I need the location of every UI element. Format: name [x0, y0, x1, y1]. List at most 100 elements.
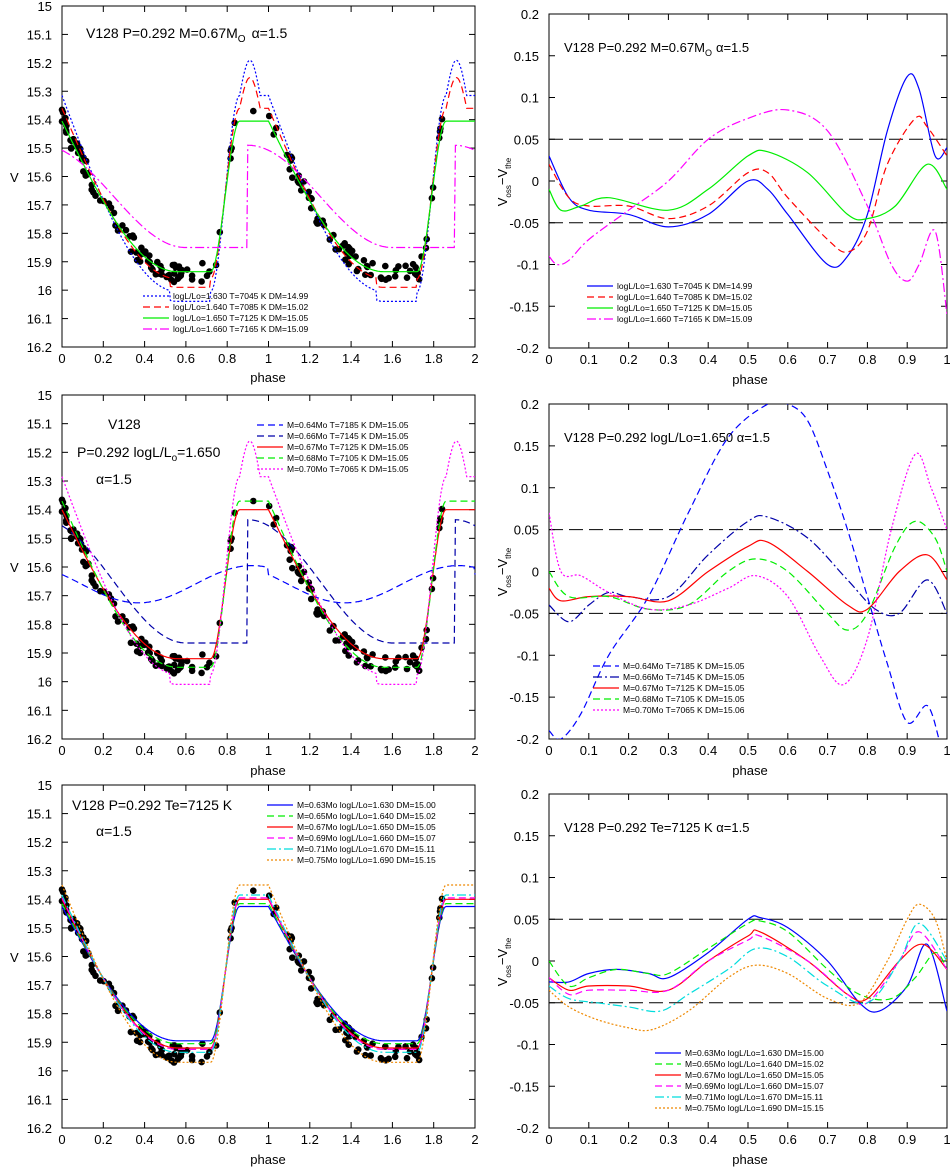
x-tick-label: 0.6 — [779, 352, 797, 367]
y-tick-label: 15.4 — [27, 892, 52, 907]
y-tick-label: -0.15 — [509, 1079, 539, 1094]
x-tick-label: 1.8 — [425, 351, 443, 366]
x-tick-label: 0.6 — [779, 1132, 797, 1147]
observed-point — [326, 627, 334, 634]
x-tick-label: 0.3 — [659, 352, 677, 367]
x-tick-label: 1.2 — [301, 743, 319, 758]
observed-point — [438, 505, 446, 513]
observed-point — [395, 263, 402, 270]
x-tick-label: 1 — [265, 351, 272, 366]
observed-point — [342, 647, 349, 655]
observed-point — [250, 107, 257, 115]
observed-point — [385, 666, 393, 673]
legend-label: M=0.63Mo logL/Lo=1.630 DM=15.00 — [685, 1048, 824, 1058]
residual-curve — [549, 931, 947, 1006]
panel-p3-right: 0.2 0.15 0.1 0.05 0 -0.05 -0.1 -0.15 -0.2 0 0.1 0.2… — [495, 787, 951, 1167]
observed-point — [314, 1000, 321, 1008]
observed-point — [326, 1016, 334, 1024]
plot-marks: 0.2 0.15 0.1 0.05 0 -0.05 -0.1 -0.15 -0.2 0 0.1 0.2… — [509, 7, 950, 367]
observed-point — [391, 273, 399, 280]
observed-point — [142, 639, 149, 646]
x-axis-label: phase — [250, 370, 285, 385]
observed-point — [250, 497, 257, 505]
observed-point — [297, 967, 305, 974]
observed-point — [367, 271, 375, 279]
observed-point — [88, 966, 95, 974]
observed-point — [149, 1046, 156, 1054]
legend-label: M=0.71Mo logL/Lo=1.670 DM=15.11 — [685, 1092, 823, 1102]
legend-label: M=0.67Mo logL/Lo=1.650 DM=15.05 — [685, 1070, 824, 1080]
observed-point — [88, 572, 96, 579]
legend: M=0.63Mo logL/Lo=1.630 DM=15.00M=0.65Mo … — [267, 800, 436, 865]
observed-point — [360, 257, 368, 264]
x-tick-label: 0.5 — [739, 1132, 757, 1147]
x-tick-label: 0.5 — [739, 743, 757, 758]
panel-title-line1: V128 — [108, 416, 141, 432]
model-curve — [61, 903, 475, 1045]
observed-point — [203, 663, 211, 671]
y-tick-label: 15.1 — [27, 807, 52, 822]
observed-point — [92, 192, 99, 199]
legend-label: M=0.69Mo logL/Lo=1.660 DM=15.07 — [297, 833, 436, 843]
x-tick-label: 0.9 — [898, 743, 916, 758]
observed-point — [342, 1036, 349, 1044]
observed-point — [110, 209, 118, 217]
observed-point — [199, 651, 206, 658]
observed-point — [198, 1058, 205, 1066]
x-tick-label: 0.6 — [177, 743, 195, 758]
y-tick-label: 0.1 — [521, 481, 539, 496]
y-tick-label: 15 — [38, 778, 52, 793]
x-tick-label: 1 — [265, 743, 272, 758]
observed-point — [402, 262, 409, 270]
observed-point — [289, 174, 296, 181]
panel-title-alpha: α=1.5 — [96, 471, 132, 487]
legend: logL/Lo=1.630 T=7045 K DM=14.99logL/Lo=1… — [587, 281, 753, 324]
observed-point — [199, 259, 206, 267]
model-curve — [61, 59, 475, 302]
x-tick-label: 1.2 — [301, 351, 319, 366]
observed-point — [171, 1050, 178, 1058]
observed-point — [136, 649, 144, 657]
y-tick-label: 0.05 — [514, 523, 539, 538]
x-tick-label: 0.1 — [580, 352, 598, 367]
panel-title: V128 P=0.292 M=0.67MO α=1.5 — [86, 25, 288, 45]
plot-marks: 15 15.1 15.2 15.3 15.4 15.5 15.6 15.7 15.8 15.9 16… — [27, 778, 479, 1147]
x-tick-label: 0.4 — [136, 351, 154, 366]
observed-point — [341, 633, 349, 640]
observed-point — [406, 267, 414, 275]
observed-point — [127, 639, 135, 647]
x-tick-label: 1.4 — [342, 743, 360, 758]
y-tick-label: 0.2 — [521, 397, 539, 412]
x-tick-label: 0.2 — [620, 743, 638, 758]
observed-point — [146, 252, 153, 259]
residual-curve — [549, 115, 947, 253]
x-axis-label: phase — [732, 763, 767, 778]
y-tick-label: 15.8 — [27, 226, 52, 241]
model-curve — [61, 144, 476, 249]
observed-point — [403, 1054, 411, 1062]
observed-point — [335, 1026, 343, 1033]
x-tick-label: 1.8 — [425, 743, 443, 758]
y-tick-label: 0.15 — [514, 439, 539, 454]
observed-point — [352, 253, 359, 260]
observed-point — [168, 276, 175, 284]
y-tick-label: 16.2 — [27, 732, 52, 747]
observed-point — [385, 274, 393, 282]
observed-point — [250, 887, 257, 894]
x-tick-label: 2 — [471, 351, 478, 366]
observed-point — [92, 972, 99, 980]
residual-curve — [549, 514, 947, 623]
x-tick-label: 0.3 — [659, 1132, 677, 1147]
y-tick-label: -0.05 — [509, 216, 539, 231]
y-tick-label: -0.2 — [517, 1121, 539, 1136]
y-tick-label: -0.1 — [517, 258, 539, 273]
observed-point — [265, 112, 273, 120]
observed-point — [112, 1002, 119, 1010]
panel-title-line2: P=0.292 logL/Lo=1.650 — [77, 444, 221, 464]
model-curve — [61, 565, 476, 604]
observed-point — [403, 274, 411, 282]
legend-label: M=0.66Mo T=7145 K DM=15.05 — [287, 431, 409, 441]
observed-point — [119, 222, 126, 229]
x-tick-label: 1.4 — [342, 1132, 360, 1147]
